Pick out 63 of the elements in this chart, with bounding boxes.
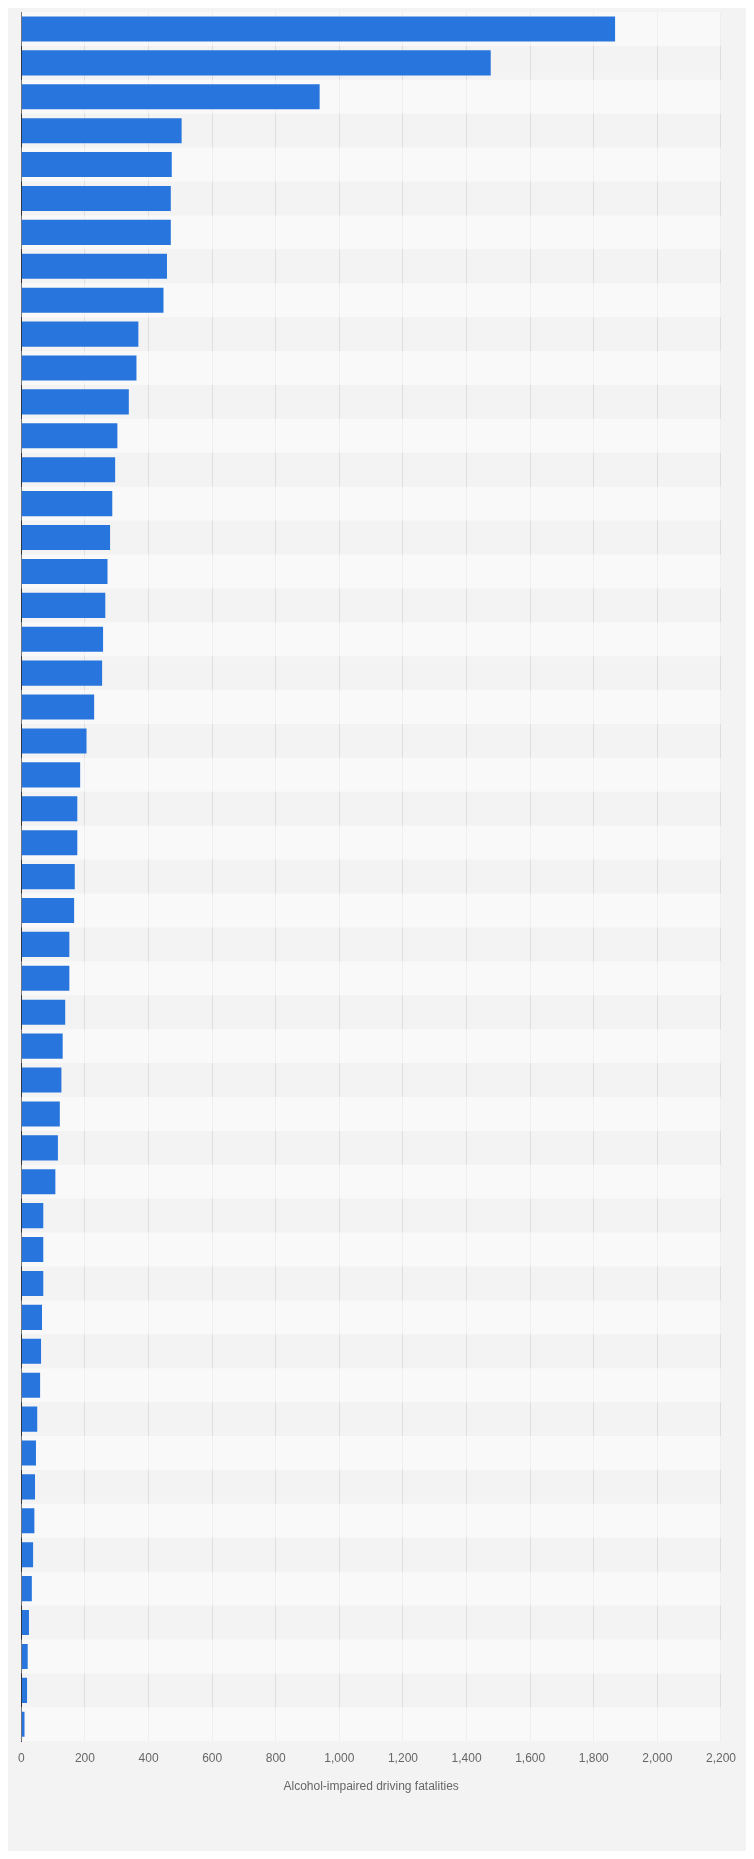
bar (21, 118, 182, 144)
x-tick-label: 1,600 (515, 1750, 546, 1765)
x-axis-title: Alcohol-impaired driving fatalities (283, 1779, 459, 1794)
bar (21, 897, 75, 924)
bar (21, 457, 116, 483)
bar (21, 558, 108, 584)
bar (21, 626, 104, 652)
bar (21, 1508, 35, 1534)
bar (21, 1304, 43, 1330)
bar (21, 965, 70, 991)
bar (21, 253, 167, 279)
bar (21, 525, 111, 551)
x-tick-label: 0 (17, 1750, 25, 1765)
bar (21, 999, 66, 1025)
bar (21, 1406, 38, 1432)
bar (21, 660, 103, 686)
bar (21, 1135, 58, 1161)
bar (21, 1338, 42, 1364)
bar (21, 1237, 44, 1263)
bar (21, 694, 95, 720)
bar (21, 1609, 29, 1636)
x-tick-label: 1,000 (324, 1750, 355, 1765)
bar (21, 84, 320, 110)
x-tick-label: 2,000 (642, 1750, 673, 1765)
bar (21, 423, 118, 449)
bar (21, 1542, 34, 1568)
bar (21, 592, 106, 618)
bar (21, 185, 171, 212)
x-tick-label: 400 (138, 1750, 159, 1765)
bar (21, 152, 172, 178)
x-tick-label: 1,400 (451, 1750, 482, 1765)
bar (21, 355, 137, 381)
bar (21, 1440, 36, 1466)
bar (21, 830, 78, 856)
bar (21, 1372, 41, 1398)
bar (21, 1677, 28, 1703)
bar (21, 1576, 32, 1602)
bar (21, 491, 113, 517)
bar (21, 219, 171, 245)
bar (21, 931, 70, 957)
bar (21, 1101, 60, 1127)
x-tick-label: 2,200 (705, 1750, 737, 1765)
bar (21, 1474, 36, 1500)
x-tick-label: 1,800 (578, 1750, 610, 1765)
bar (21, 321, 139, 347)
bar (21, 1169, 56, 1195)
x-tick-label: 200 (74, 1750, 96, 1765)
x-tick-label: 1,200 (387, 1750, 419, 1765)
bar (21, 389, 129, 415)
x-tick-label: 600 (202, 1750, 223, 1765)
bar (21, 1067, 62, 1093)
bar (21, 1711, 25, 1737)
bar (21, 287, 164, 313)
bar (21, 762, 81, 788)
bar (21, 728, 87, 754)
bar (21, 864, 75, 890)
bar (21, 1643, 28, 1669)
bar (21, 1033, 63, 1059)
bar (21, 796, 78, 822)
bar (21, 1203, 44, 1229)
bar (21, 1270, 44, 1297)
bar (21, 50, 491, 76)
x-tick-label: 800 (265, 1750, 287, 1765)
